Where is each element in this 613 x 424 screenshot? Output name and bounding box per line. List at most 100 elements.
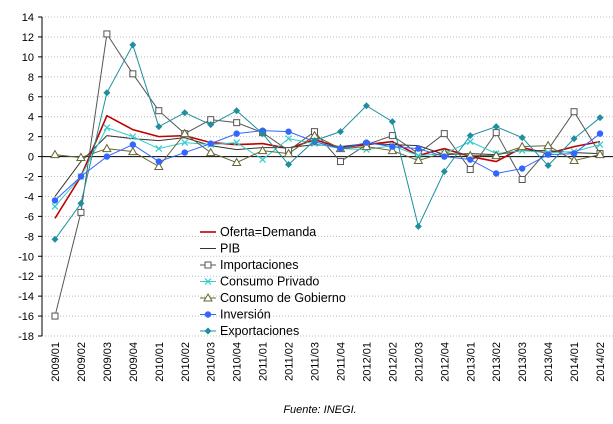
marker (257, 145, 268, 155)
x-tick-label: 2012/01 (361, 342, 373, 382)
marker (233, 107, 241, 115)
marker (285, 135, 292, 143)
marker (233, 119, 241, 127)
marker (155, 123, 163, 131)
marker (181, 109, 189, 117)
marker (231, 157, 242, 167)
marker (102, 143, 112, 153)
marker (51, 312, 59, 320)
marker (492, 129, 500, 137)
marker (413, 155, 424, 165)
x-tick-label: 2013/04 (543, 342, 555, 382)
y-tick-label: 0 (28, 152, 34, 164)
marker (466, 138, 474, 146)
marker (233, 130, 240, 137)
marker (596, 141, 604, 149)
legend-label: Exportaciones (220, 324, 299, 338)
x-tick-label: 2014/02 (595, 342, 607, 382)
marker (441, 153, 448, 160)
legend-label: Consumo Privado (220, 275, 319, 289)
marker (51, 197, 59, 204)
marker (544, 162, 552, 170)
marker (77, 199, 85, 207)
x-tick-label: 2009/04 (128, 342, 140, 382)
marker (491, 150, 502, 160)
x-tick-label: 2012/04 (439, 342, 451, 382)
marker (204, 278, 212, 285)
marker (570, 108, 578, 116)
x-tick-label: 2011/04 (335, 342, 347, 381)
marker (569, 155, 579, 165)
x-tick-label: 2009/03 (102, 342, 114, 382)
marker (362, 102, 370, 110)
x-tick-label: 2011/01 (258, 342, 270, 381)
y-tick-label: -12 (18, 271, 34, 283)
marker (595, 149, 605, 159)
marker (129, 133, 137, 141)
marker (389, 143, 396, 150)
marker (103, 124, 111, 132)
marker (466, 132, 474, 140)
y-tick-label: -4 (24, 191, 34, 203)
marker (493, 170, 500, 177)
marker (336, 128, 344, 136)
legend-label: PIB (220, 242, 240, 256)
marker (570, 135, 578, 143)
marker (77, 208, 85, 216)
marker (155, 107, 163, 115)
series-line (54, 43, 601, 240)
x-tick-label: 2014/01 (569, 342, 581, 382)
marker (285, 161, 293, 169)
marker (207, 121, 215, 129)
marker (518, 165, 526, 172)
y-tick-label: 8 (28, 72, 34, 84)
marker (129, 141, 137, 148)
marker (544, 151, 552, 158)
marker (596, 114, 604, 122)
marker (51, 202, 59, 210)
x-tick-label: 2010/03 (206, 342, 218, 382)
marker (181, 139, 189, 147)
marker (363, 139, 370, 146)
x-tick-label: 2010/04 (232, 342, 244, 382)
marker (543, 140, 553, 150)
marker (204, 327, 212, 335)
marker (76, 152, 86, 162)
marker (153, 161, 164, 171)
marker (77, 173, 85, 180)
marker (259, 130, 267, 138)
y-tick-label: -8 (24, 231, 34, 243)
x-tick-label: 2012/02 (387, 342, 399, 382)
marker (50, 149, 60, 159)
marker (204, 261, 212, 269)
marker (596, 130, 604, 137)
x-tick-label: 2011/03 (310, 342, 322, 381)
legend-label: Consumo de Gobierno (220, 291, 346, 305)
marker (518, 175, 526, 183)
marker (181, 149, 188, 156)
y-tick-label: -18 (18, 331, 34, 343)
marker (103, 30, 111, 38)
marker (440, 130, 448, 138)
marker (127, 146, 138, 156)
marker (155, 158, 162, 165)
y-tick-label: -10 (18, 251, 34, 263)
x-tick-label: 2013/02 (491, 342, 503, 382)
x-tick-label: 2013/03 (517, 342, 529, 382)
y-tick-label: 4 (28, 112, 34, 124)
y-tick-label: -2 (24, 172, 34, 184)
marker (311, 137, 319, 145)
legend-label: Oferta=Demanda (220, 225, 316, 239)
marker (570, 150, 578, 157)
marker (207, 140, 214, 147)
legend-label: Importaciones (220, 258, 299, 272)
marker (103, 153, 111, 160)
marker (467, 156, 474, 163)
marker (414, 222, 422, 230)
marker (336, 158, 344, 166)
marker (233, 139, 241, 147)
y-tick-label: 12 (22, 32, 34, 44)
x-tick-label: 2011/02 (284, 342, 296, 381)
marker (103, 89, 111, 97)
